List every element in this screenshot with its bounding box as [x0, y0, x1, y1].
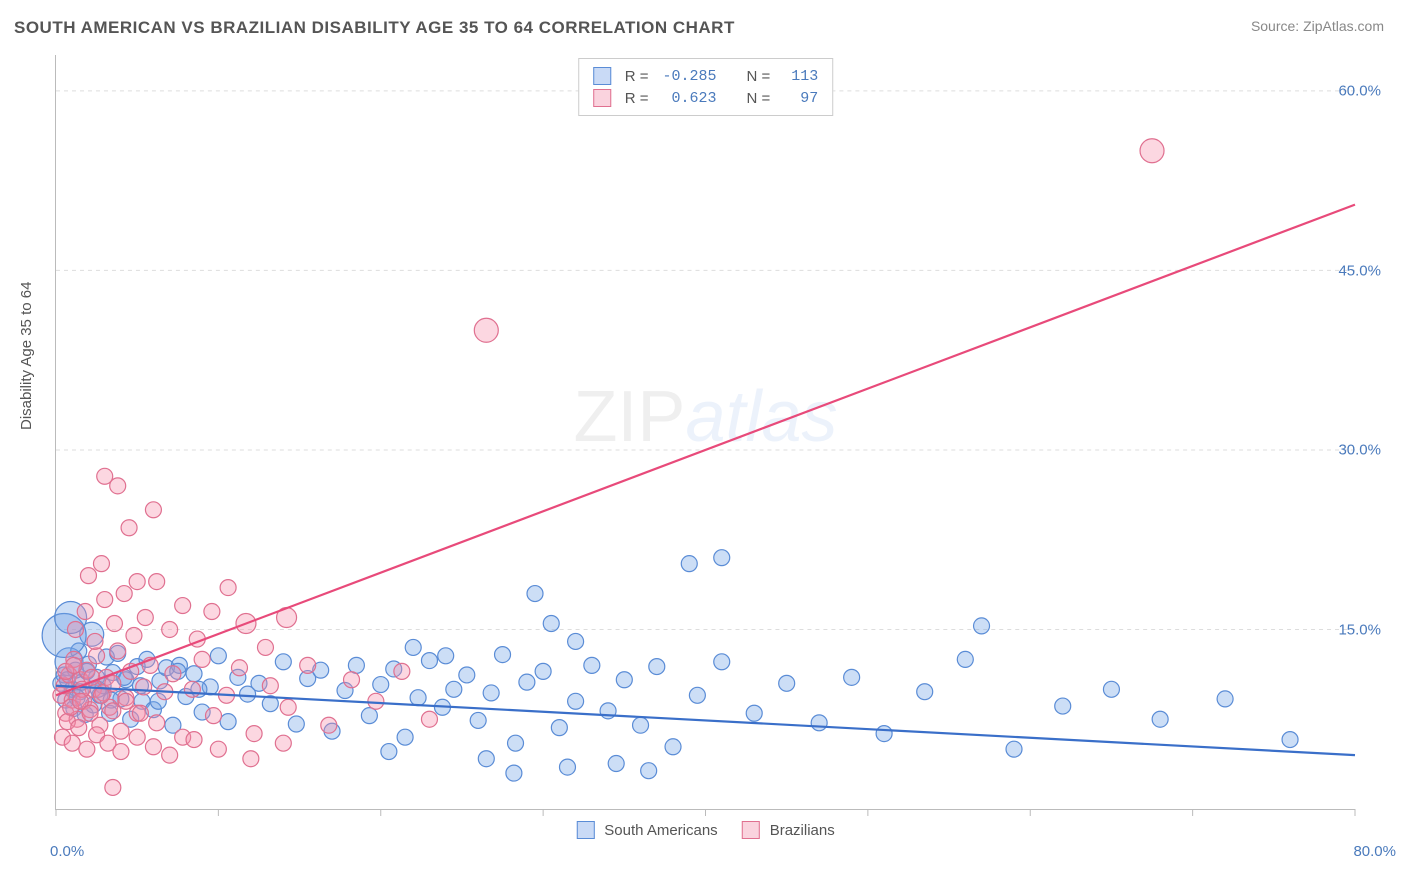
x-tick-label-right: 80.0% — [1353, 843, 1396, 860]
x-ticks — [56, 809, 1355, 816]
r-label-1: R = — [625, 68, 649, 85]
chart-container: SOUTH AMERICAN VS BRAZILIAN DISABILITY A… — [0, 0, 1406, 892]
scatter-brazilians — [53, 139, 1164, 796]
r-value-2: 0.623 — [661, 90, 717, 107]
n-label-2: N = — [747, 90, 771, 107]
chart-svg — [56, 55, 1355, 809]
swatch-pink-icon — [742, 821, 760, 839]
legend-stats-box: R = -0.285 N = 113 R = 0.623 N = 97 — [578, 58, 834, 116]
legend-item-brazilians: Brazilians — [742, 821, 835, 839]
legend-stats-row-2: R = 0.623 N = 97 — [593, 87, 819, 109]
n-label-1: N = — [747, 68, 771, 85]
n-value-1: 113 — [782, 68, 818, 85]
chart-title: SOUTH AMERICAN VS BRAZILIAN DISABILITY A… — [14, 18, 735, 38]
legend-label-2: Brazilians — [770, 822, 835, 839]
swatch-blue-icon — [576, 821, 594, 839]
plot-area: ZIPatlas R = -0.285 N = 113 R = 0.623 — [55, 55, 1355, 810]
y-axis-title: Disability Age 35 to 64 — [18, 282, 35, 430]
legend-stats-row-1: R = -0.285 N = 113 — [593, 65, 819, 87]
y-tick-label: 30.0% — [1338, 442, 1381, 459]
swatch-pink-icon — [593, 89, 611, 107]
y-tick-label: 15.0% — [1338, 622, 1381, 639]
source-label: Source: — [1251, 18, 1299, 34]
swatch-blue-icon — [593, 67, 611, 85]
n-value-2: 97 — [782, 90, 818, 107]
x-tick-label-left: 0.0% — [50, 843, 84, 860]
r-value-1: -0.285 — [661, 68, 717, 85]
y-tick-label: 45.0% — [1338, 262, 1381, 279]
gridlines — [56, 91, 1355, 630]
trend-lines — [56, 205, 1355, 756]
legend-series: South Americans Brazilians — [576, 821, 834, 839]
legend-label-1: South Americans — [604, 822, 717, 839]
legend-item-south-americans: South Americans — [576, 821, 717, 839]
r-label-2: R = — [625, 90, 649, 107]
y-tick-label: 60.0% — [1338, 82, 1381, 99]
source-value: ZipAtlas.com — [1303, 18, 1384, 34]
source-attribution: Source: ZipAtlas.com — [1251, 18, 1384, 34]
